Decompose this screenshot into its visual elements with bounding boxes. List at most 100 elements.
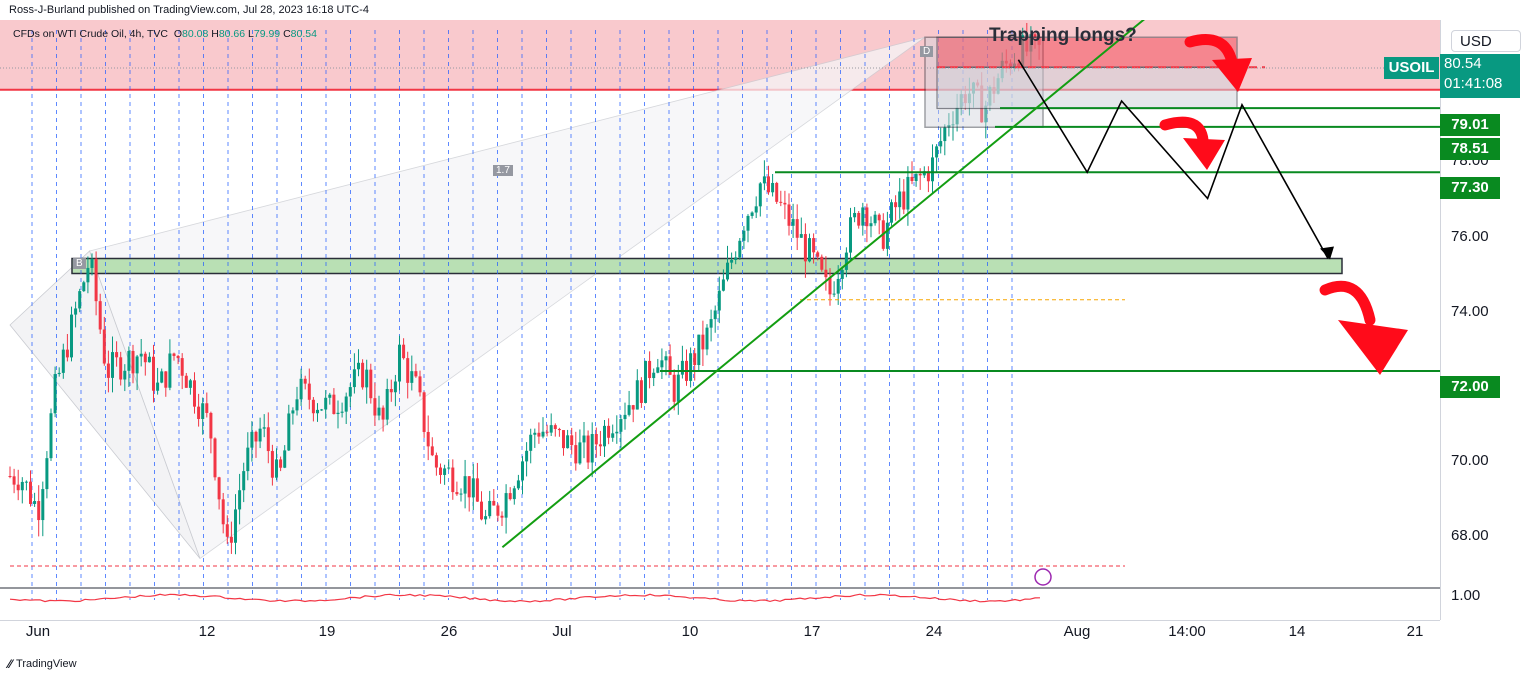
candle-body xyxy=(799,234,803,238)
candle-body xyxy=(414,371,418,377)
time-tick: 24 xyxy=(925,623,943,640)
candle-body xyxy=(336,412,340,415)
candle-body xyxy=(705,327,709,350)
candle-body xyxy=(320,409,324,411)
candle-body xyxy=(115,352,119,358)
candle-body xyxy=(37,501,41,521)
low-value: 79.99 xyxy=(253,28,281,40)
candle-body xyxy=(283,450,287,468)
candle-body xyxy=(238,490,242,510)
candle-body xyxy=(594,433,598,445)
candle-body xyxy=(861,207,865,226)
candle-body xyxy=(352,369,356,388)
candle-body xyxy=(717,290,721,311)
candle-body xyxy=(111,352,114,378)
tradingview-logo-icon: ⁄⁄ xyxy=(8,657,13,671)
candle-body xyxy=(119,357,123,380)
candle-body xyxy=(139,353,143,357)
time-tick: 12 xyxy=(198,623,216,640)
candle-body xyxy=(70,314,73,358)
symbol-description: CFDs on WTI Crude Oil, 4h, TVC xyxy=(13,28,169,40)
candle-body xyxy=(135,356,139,374)
candle-body xyxy=(922,171,926,176)
candle-body xyxy=(668,356,672,375)
candle-body xyxy=(180,358,184,376)
overlays xyxy=(0,20,1440,567)
candle-body xyxy=(521,461,524,481)
candle-body xyxy=(545,431,549,433)
candle-body xyxy=(738,240,742,258)
candle-body xyxy=(402,344,406,359)
candle-body xyxy=(8,476,12,477)
arrow-right-top xyxy=(1184,34,1238,68)
candle-body xyxy=(340,411,344,413)
candle-body xyxy=(1008,63,1012,70)
level-badge-78-51: 78.51 xyxy=(1440,138,1500,160)
candle-body xyxy=(270,451,274,478)
candle-body xyxy=(488,500,492,517)
candle-body xyxy=(410,371,414,383)
candle-body xyxy=(689,353,693,381)
candle-body xyxy=(16,484,20,491)
time-axis[interactable] xyxy=(0,620,1440,643)
time-tick: Jun xyxy=(25,623,51,640)
candle-body xyxy=(365,369,369,388)
candle-body xyxy=(143,353,147,363)
candle-body xyxy=(926,171,930,182)
candle-body xyxy=(623,414,627,420)
candle-body xyxy=(783,202,787,205)
candle-body xyxy=(74,308,78,315)
candle-body xyxy=(287,413,291,451)
candle-body xyxy=(537,432,541,437)
candle-body xyxy=(664,356,668,361)
price-chart[interactable] xyxy=(0,20,1440,620)
candle-body xyxy=(574,445,578,464)
high-label: H xyxy=(211,28,219,40)
candle-body xyxy=(771,182,775,193)
time-tick: Aug xyxy=(1063,623,1091,640)
candle-body xyxy=(660,360,664,368)
candle-body xyxy=(24,481,28,483)
candle-body xyxy=(459,493,463,495)
candle-body xyxy=(619,419,623,432)
candle-body xyxy=(787,204,791,226)
candle-body xyxy=(332,394,336,415)
candle-body xyxy=(434,455,438,468)
candle-body xyxy=(475,478,479,502)
candle-body xyxy=(512,488,516,500)
candle-body xyxy=(455,492,459,495)
candle-body xyxy=(693,353,697,366)
candle-body xyxy=(480,501,483,520)
candle-body xyxy=(853,212,857,218)
candle-body xyxy=(463,476,467,494)
candle-body xyxy=(246,447,250,472)
candle-body xyxy=(734,257,738,260)
zones xyxy=(0,20,1440,560)
candle-body xyxy=(369,369,373,399)
candle-body xyxy=(873,214,877,224)
time-tick: 14:00 xyxy=(1168,623,1206,640)
candle-body xyxy=(816,252,820,257)
candle-body xyxy=(894,202,898,208)
candle-body xyxy=(627,405,631,415)
ohlc-legend[interactable]: CFDs on WTI Crude Oil, 4h, TVC O80.08 H8… xyxy=(13,28,317,40)
trap-zone-lower xyxy=(936,66,1238,110)
open-label: O xyxy=(173,28,183,40)
candle-body xyxy=(131,350,135,374)
candle-body xyxy=(557,428,561,431)
candle-body xyxy=(779,201,783,203)
candle-body xyxy=(516,480,520,489)
candle-body xyxy=(94,258,98,302)
candle-body xyxy=(803,234,807,262)
candle-body xyxy=(86,267,90,283)
candle-body xyxy=(316,409,319,414)
candle-body xyxy=(439,467,442,475)
candle-body xyxy=(242,471,246,491)
footer-brand[interactable]: ⁄⁄ TradingView xyxy=(8,657,77,671)
candle-body xyxy=(156,382,160,391)
candle-body xyxy=(209,412,213,439)
currency-selector[interactable]: USD xyxy=(1451,30,1521,52)
candle-body xyxy=(844,252,848,270)
time-tick: 21 xyxy=(1406,623,1424,640)
candle-body xyxy=(29,481,32,504)
